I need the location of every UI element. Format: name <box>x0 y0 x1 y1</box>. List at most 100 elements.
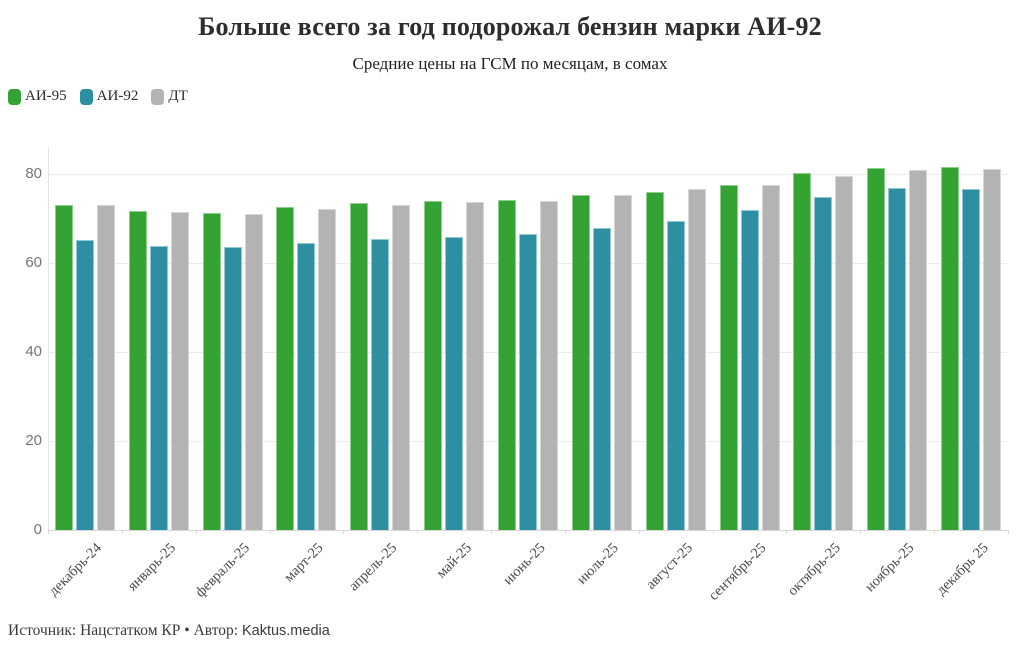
bar-АИ-92-февраль-25 <box>223 246 242 530</box>
bar-АИ-95-декабрь-24 <box>54 204 73 530</box>
bar-АИ-95-июнь-25 <box>497 200 516 530</box>
bar-group-декабрь-24 <box>48 148 122 530</box>
legend-item-АИ-92: АИ-92 <box>79 88 139 105</box>
bar-АИ-92-март-25 <box>297 242 316 530</box>
x-category-label: май-25 <box>433 540 475 582</box>
x-tick <box>712 530 714 534</box>
bar-ДТ-декабрь-24 <box>96 205 115 530</box>
bar-group-январь-25 <box>122 148 196 530</box>
bar-АИ-95-июль-25 <box>571 195 590 530</box>
bar-ДТ-ноябрь-25 <box>909 170 928 530</box>
legend-label: АИ-92 <box>96 88 139 104</box>
footer-credits: Источник: Нацстатком КР • Автор: Kaktus.… <box>8 622 330 640</box>
bar-group-сентябрь-25 <box>713 148 787 530</box>
x-tick <box>121 530 123 534</box>
bar-group-ноябрь-25 <box>860 148 934 530</box>
bar-АИ-95-март-25 <box>276 207 295 530</box>
x-category-label: февраль-25 <box>192 540 253 601</box>
x-category-label: ноябрь-25 <box>862 540 918 596</box>
bar-АИ-92-декабрь 25 <box>962 189 981 530</box>
bar-АИ-92-сентябрь-25 <box>740 209 759 530</box>
bar-АИ-95-октябрь-25 <box>793 172 812 530</box>
bar-group-апрель-25 <box>343 148 417 530</box>
bar-АИ-92-октябрь-25 <box>814 196 833 530</box>
bar-ДТ-июнь-25 <box>539 200 558 530</box>
bar-group-май-25 <box>417 148 491 530</box>
x-category-label: декабрь-24 <box>46 540 106 600</box>
bar-ДТ-февраль-25 <box>244 213 263 530</box>
legend-swatch-icon <box>79 88 93 105</box>
x-tick <box>860 530 862 534</box>
bar-АИ-92-июль-25 <box>592 228 611 530</box>
bar-ДТ-январь-25 <box>170 211 189 530</box>
bar-group-февраль-25 <box>196 148 270 530</box>
brand-name: Kaktus.media <box>241 623 330 639</box>
bar-АИ-92-ноябрь-25 <box>888 187 907 530</box>
x-tick <box>934 530 936 534</box>
legend-label: ДТ <box>168 88 188 104</box>
y-tick-label: 40 <box>25 342 42 360</box>
y-tick-label: 20 <box>25 431 42 449</box>
bar-ДТ-май-25 <box>466 202 485 530</box>
x-category-label: декабрь 25 <box>933 540 992 599</box>
bar-АИ-95-апрель-25 <box>350 203 369 530</box>
bar-АИ-95-сентябрь-25 <box>719 184 738 530</box>
x-tick <box>195 530 197 534</box>
x-tick <box>269 530 271 534</box>
y-tick-label: 80 <box>25 164 42 182</box>
x-tick <box>343 530 345 534</box>
bar-ДТ-октябрь-25 <box>835 176 854 530</box>
bar-ДТ-август-25 <box>687 189 706 530</box>
bar-group-июль-25 <box>565 148 639 530</box>
y-tick-label: 60 <box>25 253 42 271</box>
bar-АИ-92-январь-25 <box>149 245 168 530</box>
x-tick <box>417 530 419 534</box>
x-category-label: июнь-25 <box>500 540 549 589</box>
x-tick <box>564 530 566 534</box>
x-tick <box>786 530 788 534</box>
x-tick <box>491 530 493 534</box>
bar-АИ-92-июнь-25 <box>518 234 537 530</box>
legend-item-АИ-95: АИ-95 <box>8 88 67 105</box>
bar-ДТ-июль-25 <box>613 195 632 530</box>
bar-АИ-95-август-25 <box>645 191 664 530</box>
bar-АИ-95-ноябрь-25 <box>867 168 886 530</box>
legend: АИ-95 АИ-92 ДТ <box>8 88 201 105</box>
bar-АИ-92-август-25 <box>666 221 685 530</box>
legend-swatch-icon <box>151 88 165 105</box>
legend-label: АИ-95 <box>25 88 67 104</box>
bar-АИ-95-май-25 <box>424 201 443 530</box>
bar-group-июнь-25 <box>491 148 565 530</box>
bar-ДТ-апрель-25 <box>392 204 411 530</box>
y-axis-line <box>48 148 49 530</box>
bar-АИ-92-декабрь-24 <box>75 239 94 530</box>
x-tick <box>638 530 640 534</box>
legend-swatch-icon <box>8 88 21 105</box>
x-category-label: сентябрь-25 <box>706 540 770 604</box>
chart-subtitle: Средние цены на ГСМ по месяцам, в сомах <box>352 54 668 73</box>
source-author-text: Источник: Нацстатком КР • Автор: <box>8 622 239 639</box>
bar-ДТ-декабрь 25 <box>983 168 1002 530</box>
bar-ДТ-март-25 <box>318 208 337 530</box>
bar-АИ-95-январь-25 <box>128 210 147 530</box>
bar-group-август-25 <box>639 148 713 530</box>
chart-title: Больше всего за год подорожал бензин мар… <box>198 12 822 41</box>
x-category-label: январь-25 <box>124 540 180 595</box>
bar-group-март-25 <box>270 148 344 530</box>
gridline-0 <box>48 530 1008 531</box>
x-category-label: август-25 <box>643 540 697 593</box>
bar-АИ-95-декабрь 25 <box>941 166 960 530</box>
bar-АИ-95-февраль-25 <box>202 213 221 530</box>
bar-group-октябрь-25 <box>786 148 860 530</box>
bar-ДТ-сентябрь-25 <box>761 185 780 530</box>
bar-АИ-92-май-25 <box>445 236 464 530</box>
x-tick <box>48 530 49 534</box>
y-tick-label: 0 <box>33 521 42 538</box>
legend-item-ДТ: ДТ <box>151 88 188 105</box>
x-tick <box>1008 530 1009 534</box>
bar-group-декабрь 25 <box>934 148 1008 530</box>
x-category-label: октябрь-25 <box>784 540 844 600</box>
x-category-label: март-25 <box>281 540 327 586</box>
